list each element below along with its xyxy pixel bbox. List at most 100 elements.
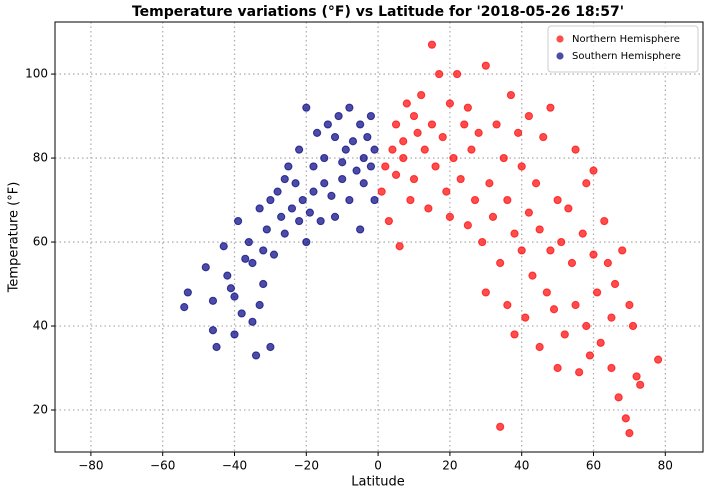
point <box>363 132 372 142</box>
point <box>280 174 289 184</box>
point <box>553 363 562 373</box>
point <box>546 246 555 255</box>
point <box>327 191 336 200</box>
point <box>370 195 379 205</box>
point <box>338 174 347 184</box>
x-axis-label: Latitude <box>351 475 405 490</box>
point <box>521 313 530 322</box>
point <box>524 208 533 217</box>
legend-marker <box>556 52 564 60</box>
point <box>316 216 325 226</box>
point <box>445 212 455 221</box>
point <box>456 174 465 184</box>
point <box>201 263 210 272</box>
point <box>420 145 429 154</box>
x-tick-label: −60 <box>150 459 175 473</box>
point <box>607 313 616 322</box>
point <box>503 195 512 205</box>
point <box>287 204 297 213</box>
point <box>528 271 537 280</box>
point <box>539 132 548 142</box>
point <box>632 372 641 381</box>
x-tick-label: 40 <box>514 459 529 473</box>
point <box>330 212 340 221</box>
point <box>553 195 562 205</box>
point <box>492 120 501 129</box>
point <box>241 254 250 263</box>
point <box>625 429 634 438</box>
point <box>564 204 573 213</box>
point <box>481 288 490 297</box>
point <box>259 246 268 255</box>
x-tick-label: −40 <box>222 459 247 473</box>
x-tick-label: 0 <box>374 459 382 473</box>
x-tick-label: 60 <box>586 459 601 473</box>
point <box>474 128 483 137</box>
point <box>610 279 620 289</box>
point <box>233 216 243 226</box>
point <box>359 153 368 163</box>
point <box>517 246 526 255</box>
point <box>654 355 663 364</box>
point <box>535 225 544 234</box>
point <box>589 250 598 259</box>
y-tick-label: 40 <box>33 319 48 333</box>
point <box>431 162 440 171</box>
point <box>560 330 569 339</box>
point <box>567 258 577 268</box>
point <box>312 128 322 137</box>
point <box>262 225 271 234</box>
point <box>334 111 343 121</box>
point <box>618 246 627 255</box>
point <box>531 179 541 188</box>
point <box>413 128 422 137</box>
point <box>384 216 393 226</box>
point <box>614 393 623 402</box>
point <box>345 195 354 205</box>
point <box>248 258 257 268</box>
point <box>255 300 264 310</box>
point <box>506 90 516 100</box>
point <box>345 103 354 112</box>
x-tick-label: 80 <box>658 459 673 473</box>
point <box>499 153 508 163</box>
x-tick-label: −80 <box>78 459 103 473</box>
point <box>402 99 411 108</box>
legend-label: Northern Hemisphere <box>572 34 680 45</box>
y-tick-label: 20 <box>33 403 48 417</box>
x-tick-label: 20 <box>442 459 457 473</box>
point <box>592 288 602 297</box>
y-axis-label: Temperature (°F) <box>7 182 22 294</box>
point <box>463 221 472 230</box>
point <box>510 330 519 339</box>
point <box>388 145 397 154</box>
point <box>391 120 401 129</box>
point <box>366 111 376 121</box>
legend-box <box>547 25 699 73</box>
point <box>406 195 415 205</box>
point <box>517 162 526 171</box>
point <box>442 187 451 196</box>
point <box>571 145 580 154</box>
point <box>582 321 591 331</box>
point <box>298 195 307 205</box>
point <box>535 342 544 352</box>
point <box>575 368 584 377</box>
point <box>427 40 437 49</box>
legend-marker <box>556 35 564 43</box>
point <box>183 288 192 297</box>
point <box>284 162 293 171</box>
point <box>571 300 580 310</box>
point <box>266 195 275 205</box>
point <box>399 137 408 146</box>
point <box>180 303 189 312</box>
point <box>320 179 329 188</box>
point <box>359 179 368 188</box>
point <box>496 258 505 268</box>
point <box>578 229 587 238</box>
point <box>607 363 616 373</box>
point <box>427 120 437 129</box>
point <box>589 166 598 175</box>
point <box>481 61 490 70</box>
